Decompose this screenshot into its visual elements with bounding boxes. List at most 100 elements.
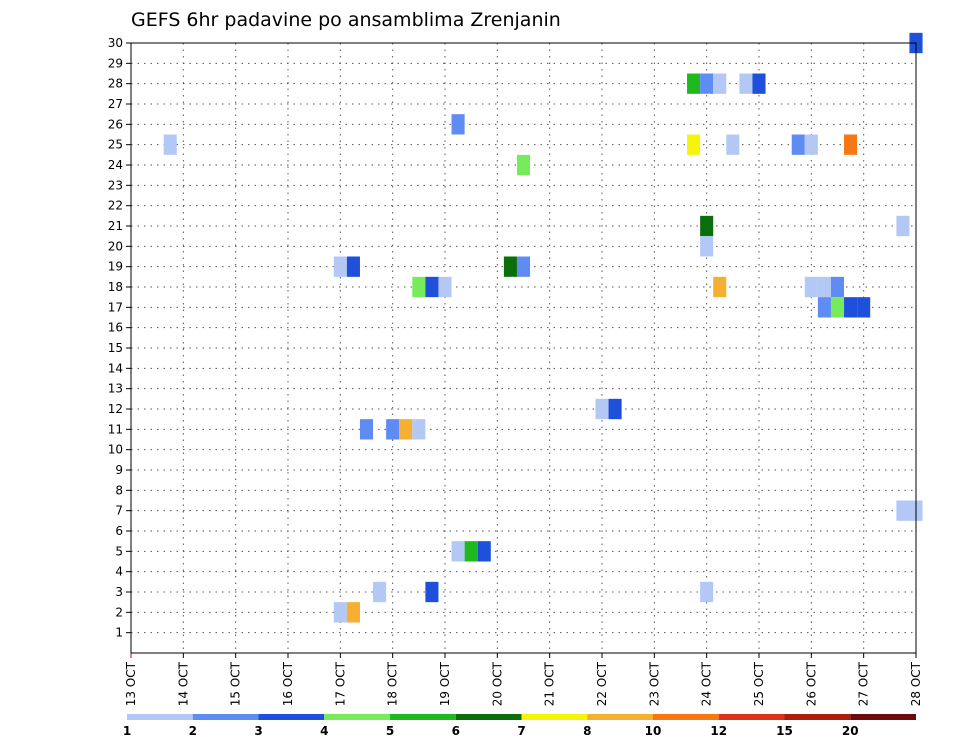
colorbar-segment: [784, 714, 851, 720]
x-tick-label: 16 OCT: [281, 661, 295, 706]
heatmap-cell: [817, 297, 831, 318]
colorbar-label: 7: [517, 724, 525, 738]
x-tick-label: 23 OCT: [647, 661, 661, 706]
heatmap-cell: [857, 297, 871, 318]
colorbar-label: 5: [386, 724, 394, 738]
x-tick-label: 15 OCT: [229, 661, 243, 706]
heatmap-cell: [399, 419, 413, 440]
heatmap-cell: [333, 602, 347, 623]
heatmap-cell: [713, 73, 727, 94]
x-tick-label: 20 OCT: [490, 661, 504, 706]
y-tick-label: 24: [108, 158, 123, 172]
heatmap-cell: [359, 419, 374, 440]
colorbar-segment: [718, 714, 785, 720]
y-tick-label: 6: [115, 524, 123, 538]
x-tick-label: 25 OCT: [752, 661, 766, 706]
y-tick-label: 26: [108, 117, 123, 131]
heatmap-cell: [687, 73, 701, 94]
heatmap-cell: [896, 215, 910, 237]
heatmap-cell: [752, 73, 766, 94]
y-tick-label: 13: [108, 382, 123, 396]
colorbar-segment: [455, 714, 522, 720]
heatmap-cells: [163, 32, 923, 623]
heatmap-cell: [425, 581, 439, 603]
heatmap-cell: [804, 134, 818, 155]
heatmap-cell: [516, 154, 531, 176]
x-axis: 13 OCT 14 OCT 15 OCT 16 OCT 17 OCT 18 OCT 19 O…: [124, 653, 923, 706]
heatmap-cell: [700, 581, 714, 603]
colorbar-segment: [587, 714, 653, 720]
y-tick-label: 25: [108, 138, 123, 152]
heatmap-cell: [346, 602, 360, 623]
heatmap-cell: [464, 541, 478, 562]
y-tick-label: 3: [115, 585, 123, 599]
colorbar-segment: [324, 714, 390, 720]
heatmap-cell: [163, 134, 177, 155]
x-tick-label: 19 OCT: [438, 661, 452, 706]
y-tick-label: 10: [108, 443, 123, 457]
heatmap-cell: [477, 541, 491, 562]
heatmap-cell: [713, 276, 727, 298]
y-tick-label: 15: [108, 341, 123, 355]
y-tick-label: 21: [108, 219, 123, 233]
colorbar-label: 10: [645, 724, 662, 738]
heatmap-cell: [516, 256, 531, 277]
y-tick-label: 18: [108, 280, 123, 294]
gridlines: [131, 42, 916, 653]
x-tick-label: 26 OCT: [804, 661, 818, 706]
colorbar-segment: [390, 714, 456, 720]
colorbar-label: 2: [189, 724, 197, 738]
colorbar-label: 8: [583, 724, 591, 738]
chart-title: GEFS 6hr padavine po ansamblima Zrenjani…: [131, 9, 561, 31]
heatmap-cell: [817, 276, 831, 298]
y-tick-label: 27: [108, 97, 123, 111]
x-tick-label: 21 OCT: [543, 661, 557, 706]
heatmap-cell: [700, 215, 714, 237]
y-tick-label: 28: [108, 77, 123, 91]
heatmap-cell: [830, 276, 845, 298]
y-tick-label: 11: [108, 422, 123, 436]
y-tick-label: 30: [108, 36, 123, 50]
heatmap-cell: [726, 134, 740, 155]
colorbar-segment: [653, 714, 719, 720]
colorbar-segment: [850, 714, 916, 720]
colorbar-label: 20: [842, 724, 859, 738]
heatmap-cell: [791, 134, 805, 155]
y-tick-label: 8: [115, 483, 123, 497]
y-axis: 1234567891011121314151617181920212223242…: [108, 36, 131, 640]
colorbar-label: 3: [254, 724, 262, 738]
y-tick-label: 12: [108, 402, 123, 416]
heatmap-cell: [700, 236, 714, 257]
x-tick-label: 14 OCT: [176, 661, 190, 706]
x-tick-label: 18 OCT: [386, 661, 400, 706]
heatmap-cell: [373, 581, 387, 603]
y-tick-label: 20: [108, 239, 123, 253]
heatmap-cell: [412, 276, 426, 298]
heatmap-cell: [700, 73, 714, 94]
heatmap-cell: [608, 398, 622, 420]
heatmap-cell: [333, 256, 347, 277]
colorbar-segment: [127, 714, 193, 720]
x-tick-label: 24 OCT: [700, 661, 714, 706]
colorbar-segment: [521, 714, 588, 720]
y-tick-label: 9: [115, 463, 123, 477]
y-tick-label: 23: [108, 178, 123, 192]
x-tick-label: 13 OCT: [124, 661, 138, 706]
heatmap-cell: [687, 134, 701, 155]
heatmap-cell: [451, 114, 465, 135]
y-tick-label: 16: [108, 321, 123, 335]
y-tick-label: 5: [115, 544, 123, 558]
heatmap-cell: [844, 297, 858, 318]
x-tick-label: 27 OCT: [857, 661, 871, 706]
heatmap-cell: [830, 297, 845, 318]
colorbar-label: 12: [710, 724, 727, 738]
y-tick-label: 4: [115, 565, 123, 579]
x-tick-label: 17 OCT: [333, 661, 347, 706]
heatmap-cell: [451, 541, 465, 562]
colorbar-label: 6: [452, 724, 460, 738]
heatmap-cell: [438, 276, 452, 298]
y-tick-label: 19: [108, 260, 123, 274]
colorbar-label: 4: [320, 724, 328, 738]
colorbar-segment: [192, 714, 259, 720]
heatmap-cell: [503, 256, 517, 277]
